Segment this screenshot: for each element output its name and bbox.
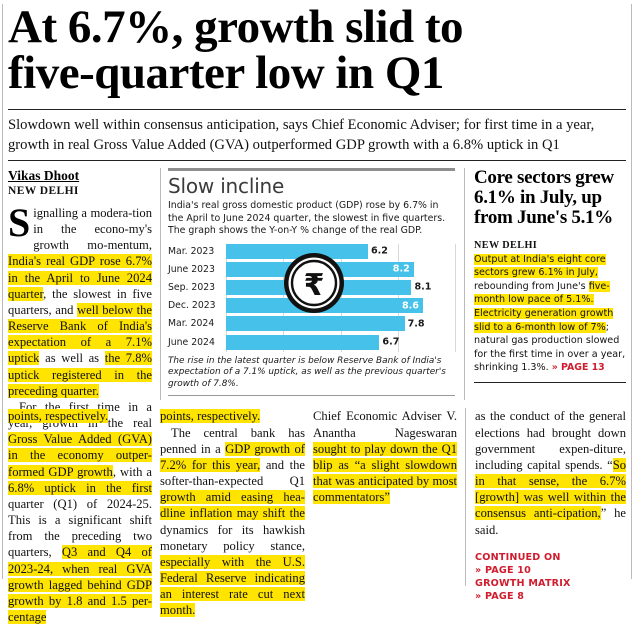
page-left-rule bbox=[2, 4, 3, 579]
continued-block: CONTINUED ON » PAGE 10 GROWTH MATRIX » P… bbox=[475, 551, 626, 603]
para4-text-b: as the conduct of the general elections … bbox=[475, 409, 626, 472]
chart-top-rule bbox=[168, 168, 455, 172]
chart-bar-label: June 2023 bbox=[168, 263, 215, 275]
para3-highlight-2: growth amid easing hea-dline inflation m… bbox=[160, 490, 305, 521]
chart-bar-value: 8.1 bbox=[414, 281, 432, 293]
chart-bar-track: 7.8 bbox=[226, 316, 455, 332]
page-right-rule bbox=[631, 4, 632, 579]
para2-tail: points, respectively. bbox=[160, 408, 305, 424]
chart-bar-value: 7.8 bbox=[407, 318, 425, 330]
sidebar-jump-link[interactable]: » PAGE 13 bbox=[551, 362, 605, 374]
para4-text-c: ” he said. bbox=[475, 506, 627, 537]
continued-page-link-1[interactable]: » PAGE 10 bbox=[475, 564, 532, 576]
chart-bar-value: 8.2 bbox=[392, 263, 410, 275]
headline-line-2: five-quarter low in Q1 bbox=[8, 47, 444, 100]
sidebar-highlight-1: Output at India's eight core sectors gre… bbox=[474, 253, 606, 279]
chart-bar-label: June 2024 bbox=[168, 336, 215, 348]
continued-label: CONTINUED ON bbox=[475, 551, 561, 563]
deck-wrapper: Slowdown well within consensus anticipat… bbox=[8, 109, 626, 162]
byline-author: Vikas Dhoot bbox=[8, 168, 80, 184]
para2-text-b: , with a bbox=[112, 464, 152, 479]
chart-bar-row: Mar. 2023 6.2 bbox=[168, 243, 455, 259]
headline-line-1: At 6.7%, growth slid to bbox=[8, 1, 464, 53]
story-column-4: as the conduct of the general elections … bbox=[465, 408, 626, 602]
para1-text-a: ignalling a modera-tion in the econo-my'… bbox=[33, 205, 152, 253]
growth-matrix-label: GROWTH MATRIX bbox=[475, 577, 571, 589]
rupee-coin-icon: ₹ bbox=[282, 251, 346, 315]
chart-bar-row: Mar. 2024 7.8 bbox=[168, 316, 455, 332]
sidebar-headline: Core sectors grew 6.1% in July, up from … bbox=[474, 167, 614, 228]
story-column-1-continued: points, respectively. bbox=[8, 408, 160, 586]
story-column-3: Chief Economic Adviser V. Anantha Nagesw… bbox=[313, 408, 465, 586]
chart-panel: Slow incline India's real gross domestic… bbox=[160, 168, 465, 401]
para1-text-b: , the slowest in five quarters, and bbox=[8, 286, 152, 317]
sidebar-story: Core sectors grew 6.1% in July, up from … bbox=[465, 168, 626, 400]
chart-bar-fill: 6.2 bbox=[226, 243, 388, 259]
continued-page-link-2[interactable]: » PAGE 8 bbox=[475, 590, 525, 602]
chart-bar-value: 6.7 bbox=[382, 336, 400, 348]
article-paragraph-4-continued: as the conduct of the general elections … bbox=[475, 408, 626, 537]
para2-highlight-5: points, respectively. bbox=[160, 409, 261, 424]
chart-bar-row: June 2024 6.7 bbox=[168, 334, 455, 350]
chart-bar-track: 6.2 bbox=[226, 243, 455, 259]
para4-text-a: Chief Economic Adviser V. Anantha Nagesw… bbox=[313, 409, 457, 440]
chart-bar-label: Mar. 2024 bbox=[168, 318, 215, 330]
sidebar-text-a: rebounding from June's bbox=[474, 280, 589, 292]
sidebar-body: Output at India's eight core sectors gre… bbox=[474, 253, 626, 375]
chart-bar-value: 8.6 bbox=[401, 300, 419, 312]
para2-highlight-1: Gross Value Added (GVA) in the economy o… bbox=[8, 432, 152, 479]
chart-caption: The rise in the latest quarter is below … bbox=[168, 356, 455, 397]
sidebar-dateline: NEW DELHI bbox=[474, 239, 538, 251]
chart-bar-fill: 6.7 bbox=[226, 334, 399, 350]
chart-bar-value: 6.2 bbox=[370, 245, 388, 257]
page-headline: At 6.7%, growth slid to five-quarter low… bbox=[8, 1, 626, 100]
chart-bar-label: Mar. 2023 bbox=[168, 245, 215, 257]
chart-bars: Mar. 2023 6.2 June 2023 8.2 Sep. 2023 8.1 Dec.… bbox=[168, 243, 455, 350]
sidebar-text-b: ; natural gas production slowed for the … bbox=[474, 321, 626, 374]
svg-text:₹: ₹ bbox=[304, 268, 325, 303]
drop-cap: S bbox=[8, 199, 31, 245]
para3-text-a: The central bank has penned in a bbox=[160, 425, 305, 456]
para2-highlight-2: 6.8% uptick in the first bbox=[8, 480, 152, 495]
para1-text-c: as well as bbox=[39, 351, 105, 366]
byline-dateline: NEW DELHI bbox=[8, 184, 79, 197]
para2-continued: points, respectively. bbox=[8, 408, 152, 424]
sidebar-bottom-rule bbox=[474, 382, 626, 384]
chart-bar-track: 6.7 bbox=[226, 334, 455, 350]
story-column-2: points, respectively. The central bank h… bbox=[160, 408, 313, 618]
deck-text: Slowdown well within consensus anticipat… bbox=[8, 110, 626, 162]
para4-highlight-1: sought to play down the Q1 blip as “a sl… bbox=[313, 441, 457, 505]
para3-highlight-3: especially with the U.S. Federal Reserve… bbox=[160, 554, 305, 618]
chart-plot-area: Mar. 2023 6.2 June 2023 8.2 Sep. 2023 8.1 Dec.… bbox=[168, 243, 456, 352]
para3-text-b: and the softer-than-expected Q1 bbox=[160, 457, 306, 489]
chart-bar-label: Dec. 2023 bbox=[168, 300, 216, 312]
chart-bar-fill: 7.8 bbox=[226, 316, 425, 332]
para2-highlight-4: points, respectively. bbox=[8, 409, 109, 424]
para2-text-c: quarter (Q1) of 2024-25. This is a signi… bbox=[8, 496, 152, 560]
para3-text-c: dynamics for its hawkish monetary policy… bbox=[160, 522, 305, 553]
chart-bar-label: Sep. 2023 bbox=[168, 281, 216, 293]
lower-region: points, respectively. points, respective… bbox=[8, 408, 626, 618]
chart-description: India's real gross domestic product (GDP… bbox=[168, 200, 446, 237]
chart-title: Slow incline bbox=[168, 174, 285, 199]
article-paragraph-4: Chief Economic Adviser V. Anantha Nagesw… bbox=[313, 408, 457, 505]
article-paragraph-3: The central bank has penned in a GDP gro… bbox=[160, 425, 305, 619]
